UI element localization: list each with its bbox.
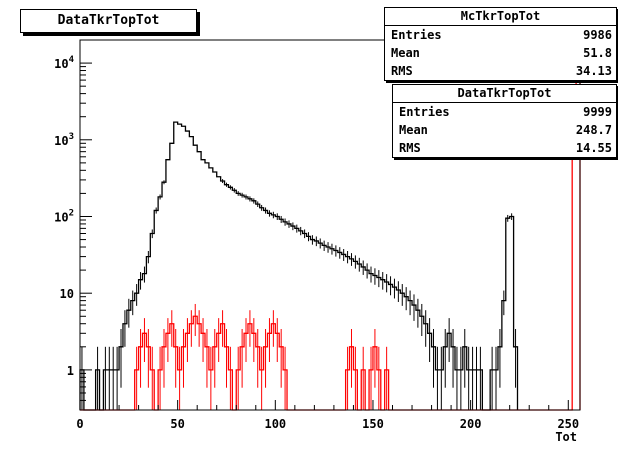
stats-row-rms: RMS 14.55	[393, 139, 616, 157]
stats-value: 9986	[583, 28, 612, 42]
stats-value: 248.7	[575, 123, 612, 137]
x-tick-label: 100	[264, 417, 286, 431]
stats-label: RMS	[391, 64, 413, 78]
x-tick-label: 200	[460, 417, 482, 431]
plot-title: DataTkrTopTot	[20, 9, 197, 33]
stats-box-data: DataTkrTopTot Entries 9999 Mean 248.7 RM…	[392, 84, 617, 158]
series-layer	[79, 79, 581, 411]
stats-label: Mean	[399, 123, 428, 137]
y-tick-label: 1	[67, 364, 74, 378]
y-tick-label: 10	[60, 287, 74, 301]
y-tick-label: 104	[54, 55, 74, 71]
axes-layer: 0 50 100 150 200 250 1 10 102 103 104	[54, 39, 579, 431]
y-tick-label: 102	[54, 208, 74, 224]
stats-row-entries: Entries 9986	[385, 26, 616, 44]
stats-label: Mean	[391, 46, 420, 60]
x-tick-label: 0	[76, 417, 83, 431]
stats-box-mc: McTkrTopTot Entries 9986 Mean 51.8 RMS 3…	[384, 7, 617, 81]
stats-value: 14.55	[575, 141, 612, 155]
stats-row-mean: Mean 51.8	[385, 44, 616, 62]
plot-frame	[79, 39, 581, 411]
x-axis-label: Tot	[555, 430, 577, 444]
x-tick-label: 250	[557, 417, 579, 431]
histogram-series-0	[79, 121, 519, 411]
stats-row-mean: Mean 248.7	[393, 121, 616, 139]
y-tick-label: 103	[54, 132, 74, 148]
stats-label: Entries	[399, 105, 450, 119]
stats-value: 9999	[583, 105, 612, 119]
stats-box-title: DataTkrTopTot	[393, 85, 616, 103]
stats-row-rms: RMS 34.13	[385, 62, 616, 80]
stats-label: RMS	[399, 141, 421, 155]
stats-box-title: McTkrTopTot	[385, 8, 616, 26]
stats-value: 34.13	[575, 64, 612, 78]
stats-row-entries: Entries 9999	[393, 103, 616, 121]
stats-value: 51.8	[583, 46, 612, 60]
stats-label: Entries	[391, 28, 442, 42]
x-tick-label: 150	[362, 417, 384, 431]
x-tick-label: 50	[170, 417, 184, 431]
